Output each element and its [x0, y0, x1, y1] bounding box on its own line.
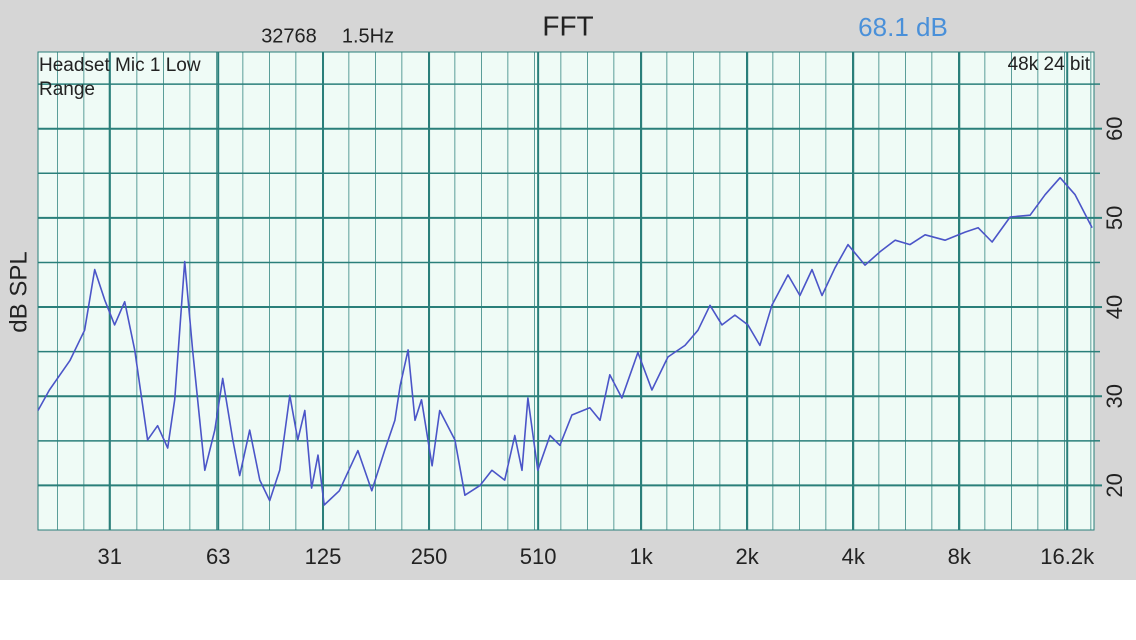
- x-tick-label: 125: [305, 544, 342, 569]
- resolution: 1.5Hz: [342, 25, 394, 47]
- x-tick-label: 510: [520, 544, 557, 569]
- format: 48k 24 bit: [1008, 54, 1091, 75]
- y-tick-label: 30: [1102, 384, 1127, 408]
- y-tick-label: 20: [1102, 473, 1127, 497]
- x-tick-label: 63: [206, 544, 230, 569]
- x-tick-label: 8k: [948, 544, 972, 569]
- y-tick-label: 60: [1102, 116, 1127, 140]
- x-tick-label: 2k: [736, 544, 760, 569]
- plot-border: [37, 51, 1095, 531]
- level: 68.1 dB: [858, 12, 948, 42]
- x-tick-label: 31: [97, 544, 121, 569]
- input-label: Headset Mic 1 Low Range: [39, 55, 201, 100]
- chart-title: FFT: [542, 10, 593, 41]
- spectrum-line: [37, 176, 1093, 506]
- x-tick-label: 4k: [842, 544, 866, 569]
- y-tick-label: 50: [1102, 206, 1127, 230]
- x-tick-label: 1k: [630, 544, 654, 569]
- fft-size: 32768: [261, 25, 317, 47]
- y-axis-label: dB SPL: [5, 251, 32, 332]
- x-tick-label: 250: [411, 544, 448, 569]
- x-tick-label: 16.2k: [1040, 544, 1095, 569]
- minor-grid: [38, 52, 1094, 530]
- y-tick-label: 40: [1102, 295, 1127, 319]
